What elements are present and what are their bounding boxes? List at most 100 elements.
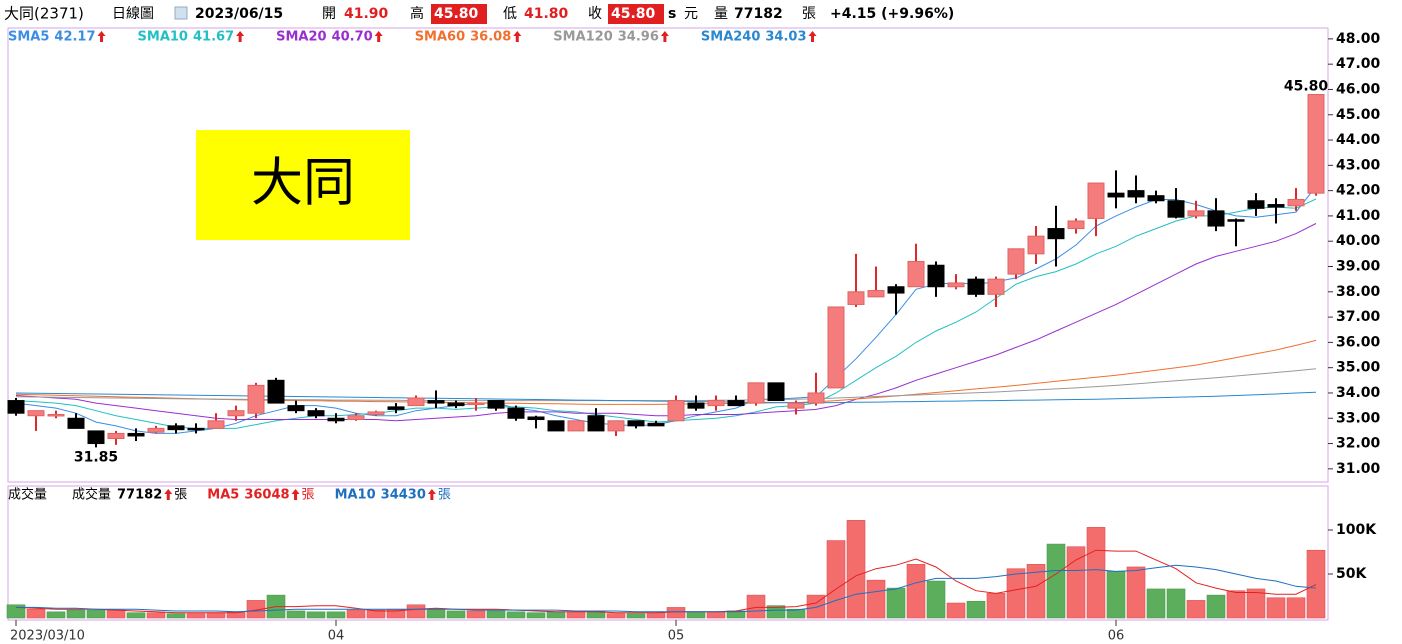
volume-bar xyxy=(1066,546,1086,619)
volume-bar xyxy=(26,608,46,619)
volume-bar xyxy=(766,605,786,619)
y-tick-label: 48.00 xyxy=(1336,31,1381,47)
candle-body xyxy=(1307,94,1325,194)
stock-name: 大同(2371) xyxy=(4,5,84,23)
callout-box xyxy=(196,130,410,240)
candle-body xyxy=(727,400,745,407)
candle-body xyxy=(707,400,725,407)
y-tick-label: 36.00 xyxy=(1336,334,1381,350)
volume-bar xyxy=(806,594,826,619)
checkbox[interactable] xyxy=(174,6,188,20)
volume: 77182 xyxy=(734,6,783,22)
candle-body xyxy=(847,291,865,305)
volume-bar xyxy=(1186,600,1206,619)
candle-body xyxy=(107,432,125,439)
volume-bar xyxy=(306,611,326,619)
legend-value: 77182 xyxy=(117,488,162,503)
annotation: 31.85 xyxy=(74,449,118,465)
s-mark: s xyxy=(668,6,676,22)
candle-body xyxy=(147,427,165,433)
volume-bar xyxy=(786,608,806,619)
candle-body xyxy=(1047,228,1065,240)
high-label: 高 xyxy=(410,5,424,22)
volume-bar xyxy=(1086,527,1106,619)
candle-body xyxy=(527,416,545,421)
volume-title: 成交量 xyxy=(8,487,47,503)
volume-bar xyxy=(126,612,146,619)
volume-bar xyxy=(1126,566,1146,619)
volume-bar xyxy=(206,612,226,619)
ma-line xyxy=(15,185,1317,434)
candle-body xyxy=(627,420,645,427)
y-tick-label: 38.00 xyxy=(1336,284,1381,300)
candle-body xyxy=(767,382,785,402)
candle-body xyxy=(807,392,825,404)
candle-body xyxy=(227,410,245,417)
change: +4.15 (+9.96%) xyxy=(830,6,954,22)
y-tick-label: 46.00 xyxy=(1336,81,1381,97)
candle-body xyxy=(1287,198,1305,207)
volume-bar xyxy=(986,593,1006,619)
volume-bar xyxy=(366,609,386,619)
volume-bar xyxy=(666,607,686,619)
volume-bar xyxy=(1046,543,1066,619)
currency: 元 xyxy=(684,6,698,22)
candle-body xyxy=(167,425,185,431)
y-tick-label: 44.00 xyxy=(1336,132,1381,148)
candle-body xyxy=(267,379,285,404)
volume-bar xyxy=(286,610,306,619)
volume-bar xyxy=(826,540,846,619)
candle-body xyxy=(547,420,565,432)
volume-bar xyxy=(926,580,946,619)
legend-value: 42.17 xyxy=(54,30,95,45)
candle-body xyxy=(1147,195,1165,202)
close-box xyxy=(608,4,664,24)
volume-bar xyxy=(406,604,426,619)
legend-value: 41.67 xyxy=(193,30,234,45)
candle-body xyxy=(587,415,605,432)
volume-bar xyxy=(1306,549,1326,619)
legend-value: 36048 xyxy=(244,488,289,503)
ma-line xyxy=(15,391,1317,404)
y-tick-label: 31.00 xyxy=(1336,461,1381,477)
candle-body xyxy=(607,420,625,432)
callout: 大同 xyxy=(251,154,355,214)
low-label: 低 xyxy=(503,6,517,22)
volume-bar xyxy=(526,612,546,619)
candle-body xyxy=(87,430,105,445)
y-tick-label: 32.00 xyxy=(1336,436,1381,452)
ma-line xyxy=(15,368,1317,402)
volume-bar xyxy=(606,613,626,619)
volume-bar xyxy=(966,600,986,619)
legend-name: SMA120 xyxy=(553,30,613,45)
candle-body xyxy=(127,432,145,437)
ma-line xyxy=(16,564,1317,613)
volume-bar xyxy=(746,594,766,619)
volume-bar xyxy=(1146,588,1166,619)
candle-body xyxy=(687,402,705,409)
volume-bar xyxy=(1286,597,1306,619)
up-arrow xyxy=(374,31,383,42)
volume-bar xyxy=(626,613,646,619)
volume-bar xyxy=(1266,597,1286,619)
candle-body xyxy=(307,410,325,417)
y-tick-label: 42.00 xyxy=(1336,183,1381,199)
y-tick-label: 34.00 xyxy=(1336,385,1381,401)
candle-body xyxy=(1227,219,1245,222)
legend-name: SMA60 xyxy=(415,30,465,45)
high: 45.80 xyxy=(434,6,479,22)
volume-bar xyxy=(866,579,886,619)
volume-bar xyxy=(586,611,606,619)
legend-name: MA5 xyxy=(207,488,239,503)
volume-bar xyxy=(706,611,726,619)
volume-bar xyxy=(1226,590,1246,619)
candle-body xyxy=(1027,235,1045,255)
ma-line xyxy=(15,198,1317,429)
candle-body xyxy=(427,400,445,404)
y-tick-label: 41.00 xyxy=(1336,208,1381,224)
legend-unit: 張 xyxy=(174,488,187,503)
y-tick-label: 33.00 xyxy=(1336,410,1381,426)
volume-bar xyxy=(66,609,86,619)
